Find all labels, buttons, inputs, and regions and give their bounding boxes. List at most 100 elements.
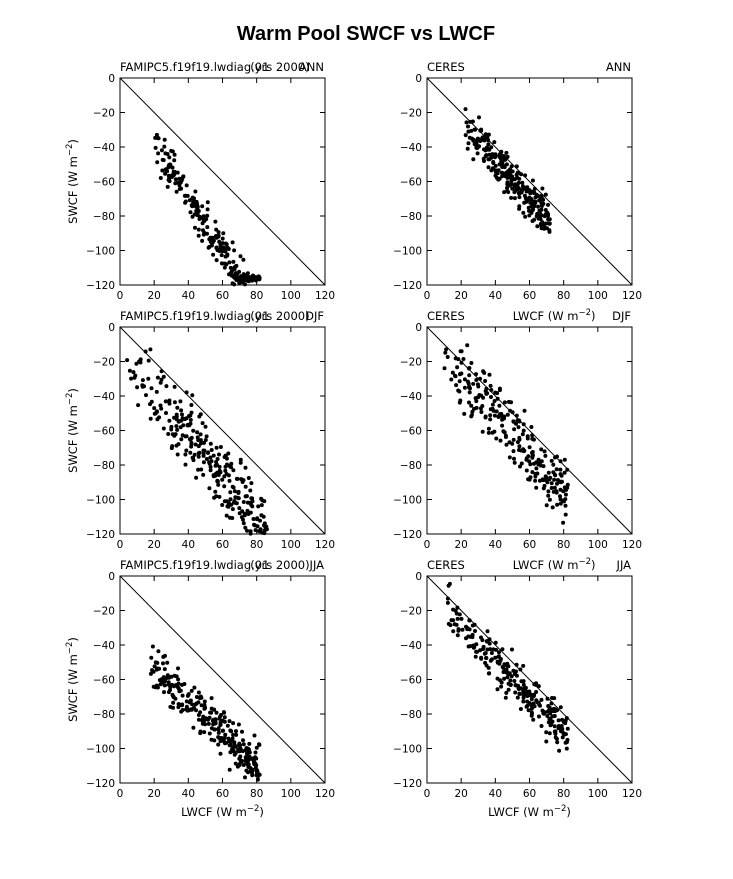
scatter-point <box>222 474 227 479</box>
scatter-point <box>192 685 197 690</box>
scatter-point <box>483 154 488 159</box>
scatter-point <box>555 740 560 745</box>
y-tick-label: −100 <box>86 744 115 756</box>
scatter-point <box>230 240 235 245</box>
scatter-point <box>225 252 230 257</box>
scatter-point <box>161 661 165 666</box>
scatter-point <box>196 454 201 459</box>
scatter-point <box>472 622 477 627</box>
scatter-point <box>453 356 458 361</box>
scatter-point <box>535 211 540 216</box>
y-tick-label: −80 <box>93 211 115 223</box>
scatter-point <box>167 162 172 167</box>
scatter-point <box>175 685 180 690</box>
x-tick-label: 0 <box>117 788 124 800</box>
scatter-point <box>196 451 201 456</box>
scatter-point <box>238 457 243 462</box>
scatter-point <box>224 740 229 745</box>
scatter-point <box>250 773 255 778</box>
scatter-point <box>502 190 507 195</box>
scatter-point <box>220 236 225 241</box>
scatter-point <box>489 651 494 655</box>
scatter-point <box>238 274 243 279</box>
scatter-point <box>519 461 524 466</box>
scatter-point <box>541 464 546 469</box>
scatter-point <box>529 713 534 718</box>
scatter-point <box>479 127 484 132</box>
y-tick-label: −120 <box>86 280 115 292</box>
scatter-point <box>162 690 166 695</box>
scatter-point <box>174 414 179 419</box>
scatter-point <box>498 152 502 157</box>
scatter-point <box>495 391 500 396</box>
scatter-point <box>156 136 161 141</box>
scatter-point <box>515 187 520 192</box>
scatter-point <box>527 689 532 694</box>
scatter-point <box>194 475 199 480</box>
y-tick-label: −100 <box>393 495 422 507</box>
scatter-point <box>563 503 568 508</box>
scatter-point <box>227 478 232 483</box>
scatter-point <box>482 651 487 656</box>
scatter-point <box>175 452 180 457</box>
scatter-point <box>225 245 230 250</box>
scatter-point <box>255 771 260 776</box>
scatter-point <box>562 470 567 475</box>
scatter-point <box>166 680 171 685</box>
panel-left-label: CERES <box>427 309 465 323</box>
x-tick-label: 20 <box>147 539 160 551</box>
scatter-point <box>175 170 180 175</box>
scatter-point <box>199 467 204 472</box>
y-tick-label: −20 <box>400 606 422 618</box>
scatter-point <box>525 434 530 439</box>
scatter-point <box>507 440 512 445</box>
x-tick-label: 0 <box>117 290 124 302</box>
scatter-point <box>189 203 194 208</box>
scatter-point <box>554 489 559 494</box>
scatter-point <box>149 386 154 391</box>
scatter-point <box>498 438 503 443</box>
scatter-point <box>546 217 551 222</box>
scatter-point <box>497 403 502 408</box>
scatter-point <box>520 180 525 185</box>
scatter-point <box>549 486 554 490</box>
scatter-point <box>194 205 199 210</box>
scatter-point <box>526 454 531 459</box>
scatter-point <box>207 461 212 466</box>
scatter-point <box>214 445 219 450</box>
scatter-point <box>465 343 470 348</box>
scatter-point <box>513 182 518 187</box>
scatter-point <box>191 725 196 730</box>
scatter-point <box>173 432 178 437</box>
scatter-point <box>255 516 260 521</box>
scatter-point <box>483 415 488 420</box>
scatter-point <box>237 269 242 274</box>
scatter-point <box>505 180 510 185</box>
scatter-point <box>505 154 510 159</box>
scatter-point <box>539 447 544 452</box>
scatter-point <box>486 430 491 435</box>
scatter-point <box>470 137 475 142</box>
x-tick-label: 40 <box>489 788 502 800</box>
scatter-point <box>243 525 248 530</box>
scatter-point <box>142 384 146 389</box>
scatter-point <box>527 459 532 464</box>
scatter-point <box>216 482 221 487</box>
scatter-point <box>257 276 262 280</box>
scatter-point <box>457 379 462 384</box>
scatter-point <box>246 512 251 516</box>
scatter-point <box>227 739 232 744</box>
scatter-point <box>180 412 184 417</box>
y-tick-label: −60 <box>93 675 115 687</box>
scatter-point <box>249 481 254 486</box>
y-tick-label: −60 <box>400 177 422 189</box>
scatter-point <box>246 762 251 767</box>
scatter-point <box>521 663 526 668</box>
x-tick-label: 100 <box>588 290 608 302</box>
scatter-point <box>491 647 496 652</box>
scatter-point <box>230 484 235 489</box>
scatter-point <box>457 400 462 405</box>
scatter-point <box>549 481 554 486</box>
scatter-point <box>206 245 211 250</box>
scatter-point <box>150 668 154 673</box>
